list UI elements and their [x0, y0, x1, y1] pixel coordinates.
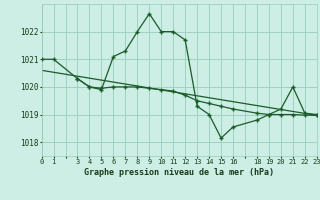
X-axis label: Graphe pression niveau de la mer (hPa): Graphe pression niveau de la mer (hPa) — [84, 168, 274, 177]
